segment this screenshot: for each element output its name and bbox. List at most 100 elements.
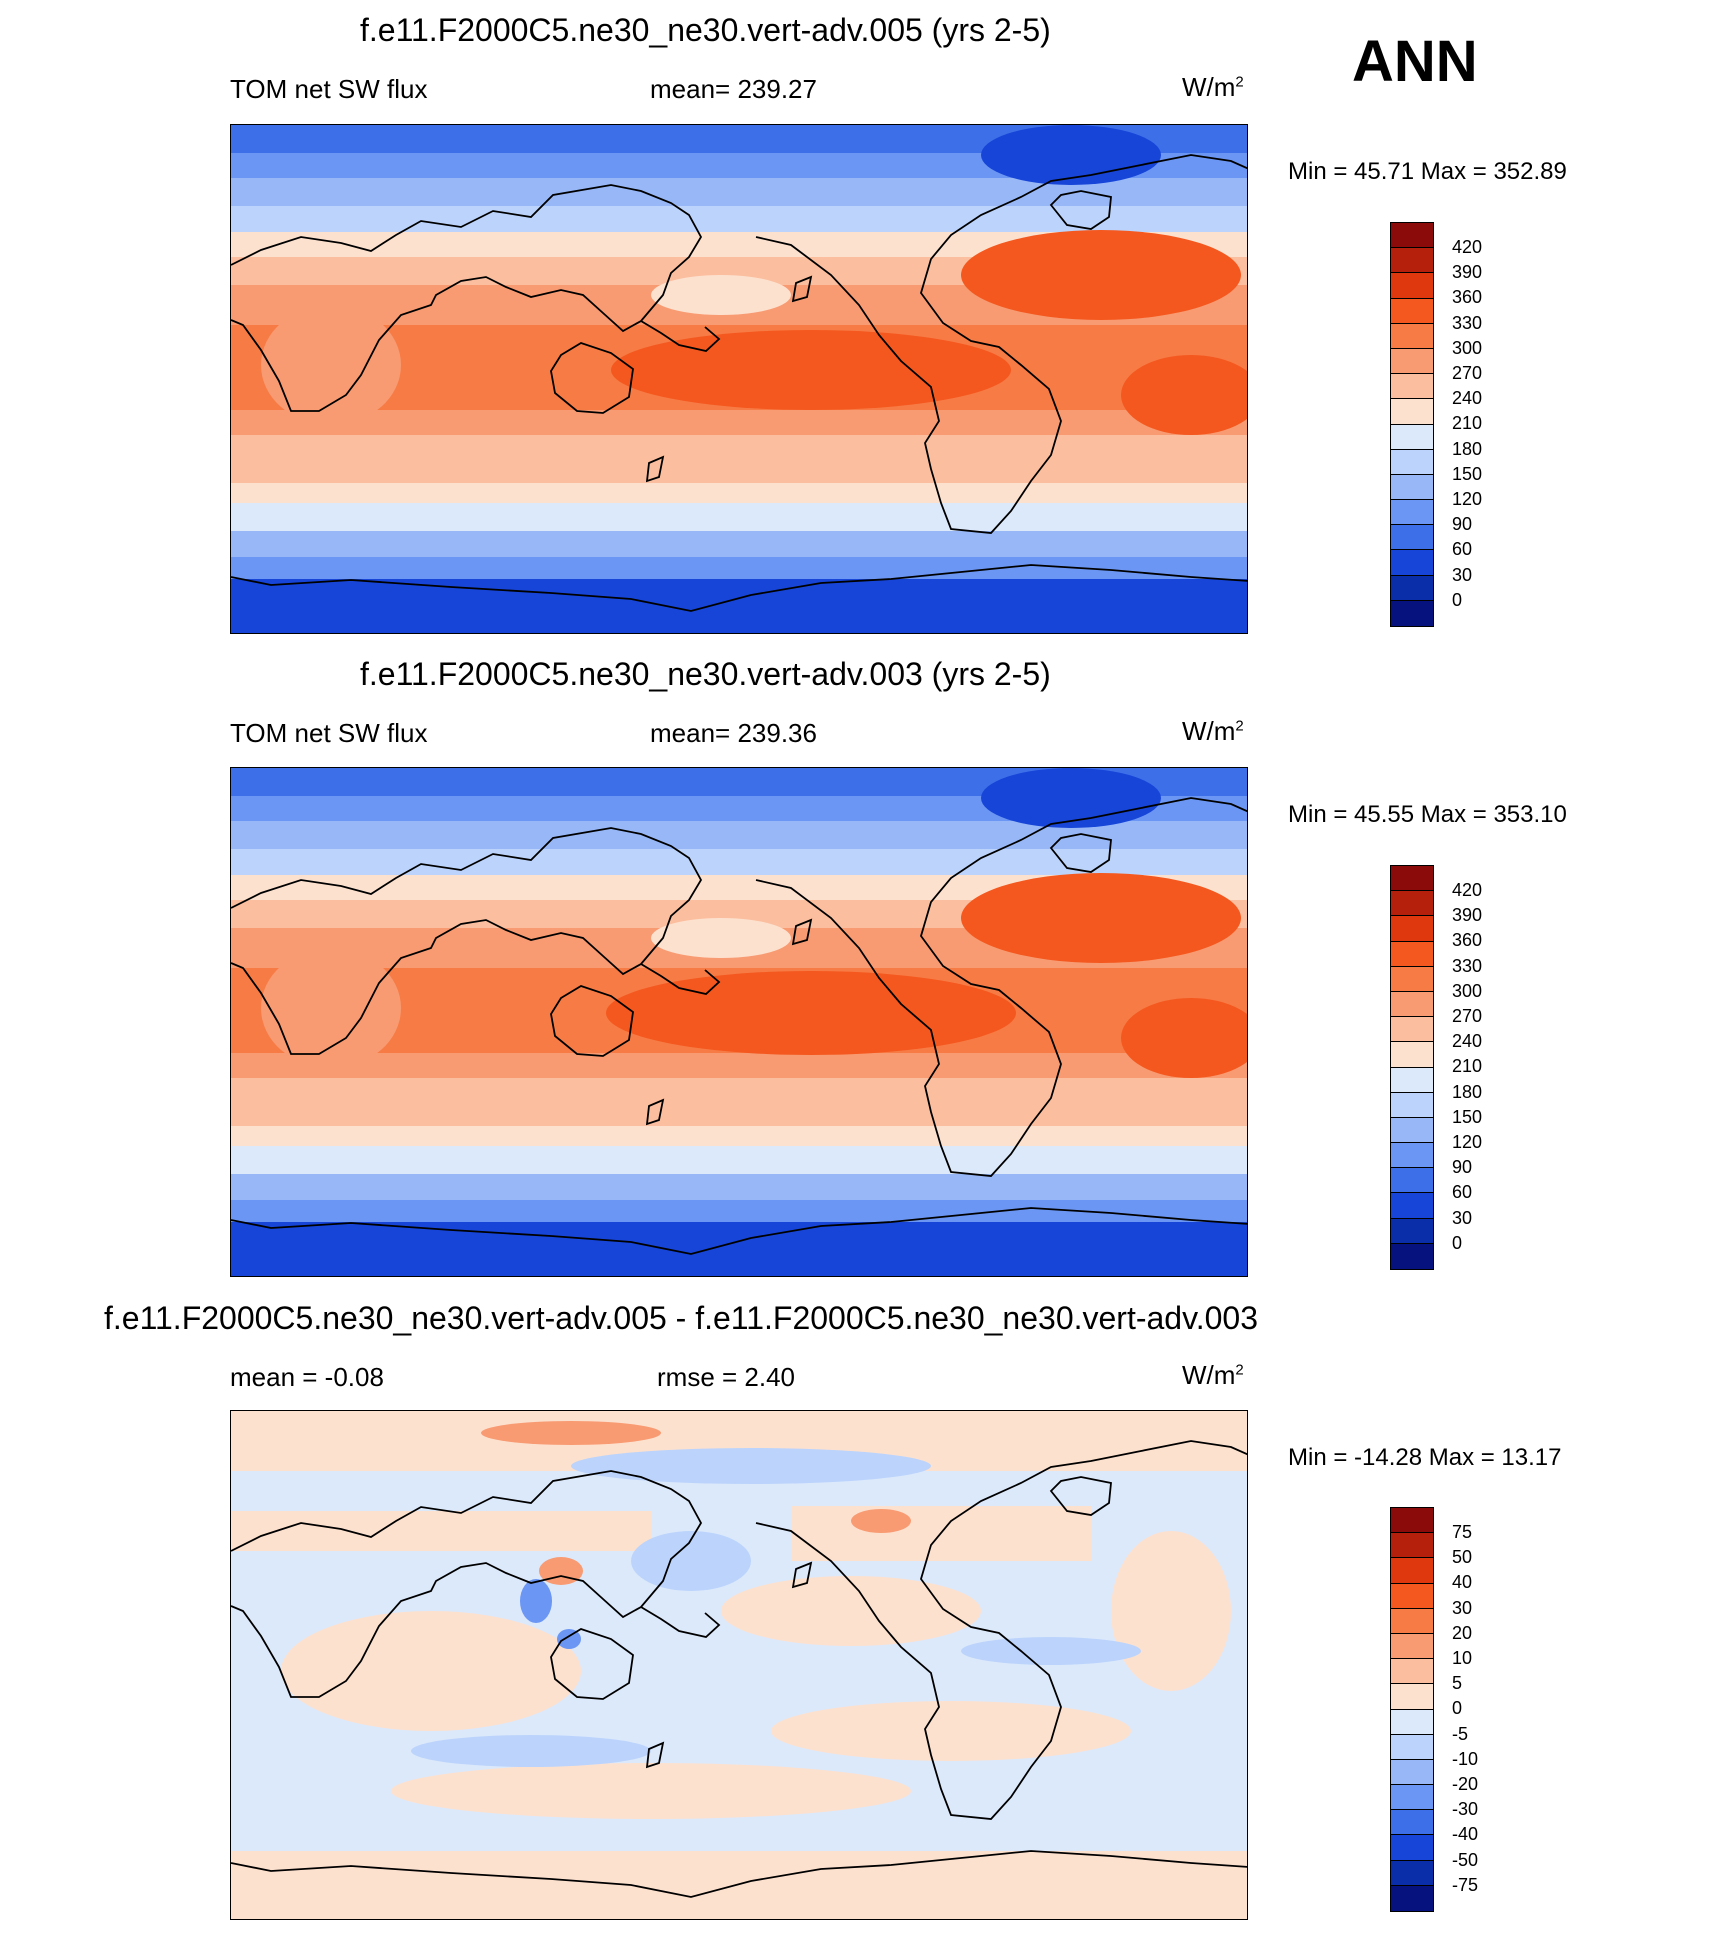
panel-3-title: f.e11.F2000C5.ne30_ne30.vert-adv.005 - f…: [104, 1300, 1258, 1336]
colorbar-swatch: [1391, 1835, 1433, 1861]
colorbar-tick-label: -30: [1452, 1799, 1479, 1820]
colorbar-tick-label: 210: [1452, 1056, 1483, 1077]
panel-1-mean-label: mean= 239.27: [650, 74, 817, 104]
colorbar-swatch: [1391, 1218, 1433, 1244]
colorbar-tick-label: 300: [1452, 337, 1483, 358]
colorbar-tick-label: 20: [1452, 1622, 1473, 1643]
colorbar-tick-label: 390: [1452, 905, 1483, 926]
colorbar-swatch: [1391, 1067, 1433, 1093]
panel-3-mean-label: mean = -0.08: [230, 1362, 384, 1392]
colorbar-swatch: [1391, 916, 1433, 942]
colorbar-tick-label: 240: [1452, 388, 1483, 409]
colorbar-swatch: [1391, 1533, 1433, 1559]
panel-1-variable-label: TOM net SW flux: [230, 74, 428, 104]
colorbar-tick-label: 420: [1452, 237, 1483, 257]
colorbar-swatch: [1391, 1168, 1433, 1194]
colorbar-tick-label: 210: [1452, 413, 1483, 434]
panel-3-map: [230, 1410, 1248, 1920]
panel-1-colorbar: [1390, 222, 1434, 627]
colorbar-tick-label: 30: [1452, 1207, 1473, 1228]
colorbar-tick-label: -5: [1452, 1723, 1469, 1744]
colorbar-swatch: [1391, 1508, 1433, 1534]
colorbar-tick-label: -75: [1452, 1874, 1479, 1895]
colorbar-swatch: [1391, 1583, 1433, 1609]
colorbar-tick-label: 330: [1452, 312, 1483, 333]
colorbar-tick-label: 30: [1452, 564, 1473, 585]
colorbar-swatch: [1391, 1759, 1433, 1786]
colorbar-swatch: [1391, 1709, 1433, 1735]
panel-2-title: f.e11.F2000C5.ne30_ne30.vert-adv.003 (yr…: [360, 656, 1051, 692]
colorbar-swatch: [1391, 273, 1433, 299]
colorbar-tick-label: 60: [1452, 1182, 1473, 1203]
colorbar-tick-label: 390: [1452, 262, 1483, 283]
colorbar-swatch: [1391, 891, 1433, 917]
panel-2-map: [230, 767, 1248, 1277]
colorbar-swatch: [1391, 1659, 1433, 1685]
colorbar-swatch: [1391, 1243, 1433, 1269]
colorbar-tick-label: 0: [1452, 1698, 1463, 1719]
colorbar-swatch: [1391, 298, 1433, 324]
colorbar-tick-label: 5: [1452, 1673, 1463, 1694]
colorbar-swatch: [1391, 449, 1433, 475]
colorbar-swatch: [1391, 1117, 1433, 1144]
colorbar-tick-label: 150: [1452, 463, 1483, 484]
colorbar-tick-label: 270: [1452, 1006, 1483, 1026]
colorbar-swatch: [1391, 1633, 1433, 1660]
colorbar-tick-label: 30: [1452, 1597, 1473, 1618]
colorbar-tick-label: 50: [1452, 1547, 1473, 1568]
colorbar-tick-label: 120: [1452, 1132, 1483, 1152]
colorbar-tick-label: -20: [1452, 1774, 1479, 1794]
colorbar-tick-label: -50: [1452, 1849, 1479, 1870]
colorbar-swatch: [1391, 1860, 1433, 1886]
panel-3-colorbar: [1390, 1507, 1434, 1912]
colorbar-tick-label: 180: [1452, 1081, 1483, 1102]
colorbar-tick-label: 270: [1452, 363, 1483, 383]
colorbar-tick-label: 60: [1452, 539, 1473, 560]
colorbar-tick-label: 150: [1452, 1106, 1483, 1127]
colorbar-swatch: [1391, 550, 1433, 576]
colorbar-swatch: [1391, 1193, 1433, 1219]
colorbar-swatch: [1391, 500, 1433, 526]
panel-1-minmax: Min = 45.71 Max = 352.89: [1288, 158, 1567, 185]
colorbar-swatch: [1391, 1885, 1433, 1911]
colorbar-swatch: [1391, 600, 1433, 626]
colorbar-swatch: [1391, 1684, 1433, 1710]
colorbar-tick-label: 120: [1452, 489, 1483, 509]
colorbar-swatch: [1391, 1734, 1433, 1760]
colorbar-swatch: [1391, 941, 1433, 967]
colorbar-swatch: [1391, 525, 1433, 551]
panel-1-title: f.e11.F2000C5.ne30_ne30.vert-adv.005 (yr…: [360, 12, 1051, 48]
panel-2-minmax: Min = 45.55 Max = 353.10: [1288, 801, 1567, 828]
colorbar-tick-label: 360: [1452, 287, 1483, 308]
colorbar-swatch: [1391, 1785, 1433, 1811]
colorbar-swatch: [1391, 374, 1433, 400]
colorbar-tick-label: 40: [1452, 1572, 1473, 1593]
colorbar-tick-label: -40: [1452, 1824, 1479, 1845]
colorbar-tick-label: 360: [1452, 930, 1483, 951]
colorbar-swatch: [1391, 1017, 1433, 1043]
panel-3-rmse-label: rmse = 2.40: [657, 1362, 796, 1392]
colorbar-tick-label: 90: [1452, 514, 1473, 535]
colorbar-tick-label: 0: [1452, 1232, 1463, 1253]
panel-2-colorbar: [1390, 865, 1434, 1270]
colorbar-swatch: [1391, 1042, 1433, 1068]
colorbar-swatch: [1391, 966, 1433, 992]
panel-3-minmax: Min = -14.28 Max = 13.17: [1288, 1444, 1562, 1471]
colorbar-swatch: [1391, 348, 1433, 375]
colorbar-tick-label: 75: [1452, 1522, 1473, 1542]
colorbar-swatch: [1391, 1558, 1433, 1584]
colorbar-swatch: [1391, 1092, 1433, 1118]
colorbar-swatch: [1391, 1810, 1433, 1836]
season-label: ANN: [1352, 29, 1478, 94]
panel-3-units: W/m2: [1182, 1360, 1244, 1390]
colorbar-swatch: [1391, 991, 1433, 1018]
colorbar-tick-label: 330: [1452, 955, 1483, 976]
colorbar-tick-label: 0: [1452, 589, 1463, 610]
colorbar-swatch: [1391, 424, 1433, 450]
colorbar-swatch: [1391, 323, 1433, 349]
colorbar-swatch: [1391, 474, 1433, 501]
panel-2-variable-label: TOM net SW flux: [230, 718, 428, 748]
colorbar-tick-label: 300: [1452, 980, 1483, 1001]
colorbar-tick-label: 240: [1452, 1031, 1483, 1052]
panel-2-units: W/m2: [1182, 716, 1244, 746]
